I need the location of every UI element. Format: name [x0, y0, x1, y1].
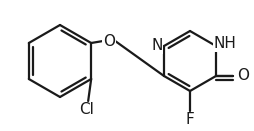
Text: O: O — [237, 69, 249, 83]
Text: Cl: Cl — [79, 102, 94, 118]
Text: F: F — [186, 113, 194, 127]
Text: O: O — [103, 34, 115, 48]
Text: N: N — [151, 39, 163, 53]
Text: NH: NH — [214, 37, 236, 51]
